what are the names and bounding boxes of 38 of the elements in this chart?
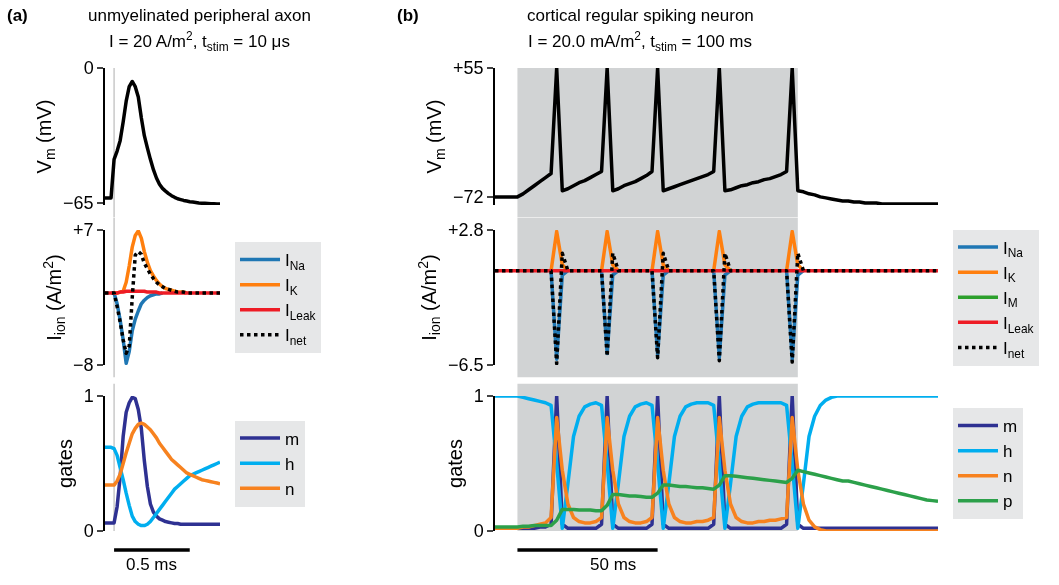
y-tick-label: 0 [83,521,94,542]
legend-label: m [1003,417,1018,437]
legend-label: I$_{Leak}$ [285,301,316,323]
chart-title: cortical regular spiking neuron [527,6,754,25]
legend-label: I$_{net}$ [285,326,307,349]
chart-subtitle: I = 20 A/m$^{2}$, t$_{stim}$ = 10 μs [109,29,290,54]
legend-label: h [1003,442,1013,462]
y-tick-label: −72 [453,187,484,208]
legend-label: p [1003,492,1013,512]
legend-label: I$_{K}$ [285,276,298,298]
y-axis-title: gates [53,439,76,488]
chart-title: unmyelinated peripheral axon [88,6,312,25]
y-tick-label: +55 [453,58,484,79]
text: (a) [7,6,28,25]
legend-label: I$_{Na}$ [1003,238,1024,261]
y-tick-label: −6.5 [448,355,484,376]
legend-label: I$_{Na}$ [285,251,306,273]
y-tick-label: 0 [473,521,484,542]
legend-label: n [1003,467,1013,487]
legend-label: I$_{net}$ [1003,339,1025,361]
y-tick-label: −8 [73,355,94,376]
legend-label: I$_{K}$ [1003,263,1016,286]
legend-label: I$_{M}$ [1003,288,1018,311]
legend-label: h [285,454,295,474]
y-tick-label: +2.8 [448,220,484,241]
chart-subtitle: I = 20.0 mA/m$^{2}$, t$_{stim}$ = 100 ms [528,29,753,54]
y-tick-label: +7 [73,220,94,241]
text: (b) [397,6,419,25]
legend-label: n [285,479,295,499]
legend-label: I$_{Leak}$ [1003,313,1034,336]
text: 50 ms [590,555,637,574]
y-axis-title: gates [443,439,466,488]
legend-label: m [285,429,300,449]
y-tick-label: 1 [473,386,484,407]
text: 0.5 ms [126,555,178,574]
y-tick-label: 0 [83,58,94,79]
y-tick-label: −65 [63,193,94,214]
y-tick-label: 1 [83,386,94,407]
